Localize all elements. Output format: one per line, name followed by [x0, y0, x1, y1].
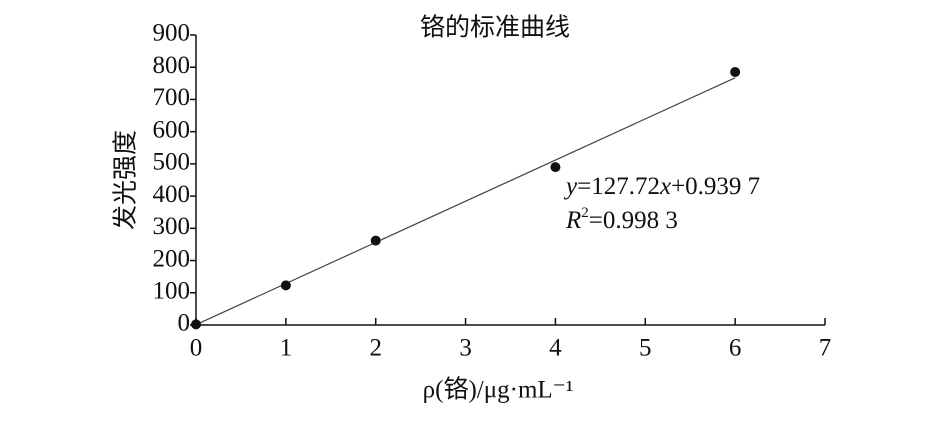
x-tick-label: 5	[639, 335, 652, 362]
y-tick-label: 100	[153, 278, 191, 305]
trend-line	[195, 77, 736, 326]
y-tick-label: 900	[153, 20, 191, 47]
y-tick-label: 300	[153, 213, 191, 240]
x-tick-label: 1	[280, 335, 293, 362]
point	[370, 235, 381, 246]
x-tick-label: 3	[459, 335, 472, 362]
y-tick-label: 800	[153, 52, 191, 79]
x-tick-label: 7	[819, 335, 832, 362]
x-tick-label: 4	[549, 335, 562, 362]
y-tick-label: 400	[153, 181, 191, 208]
r-squared-part: R	[565, 207, 581, 234]
x-axis-label: ρ(铬)/μg·mL⁻¹	[423, 376, 574, 404]
equation-part: =127.72	[577, 173, 660, 200]
y-tick-label: 500	[153, 149, 191, 176]
y-tick-label: 200	[153, 245, 191, 272]
point	[550, 162, 561, 173]
r-squared-part: 2	[581, 205, 589, 221]
x-tick-label: 6	[729, 335, 742, 362]
y-tick-label: 700	[153, 84, 191, 111]
r-squared: R2=0.998 3	[565, 205, 678, 233]
y-tick-label: 0	[178, 310, 191, 337]
y-tick-label: 600	[153, 116, 191, 143]
point	[730, 67, 741, 78]
equation-part: y	[563, 173, 578, 200]
y-axis-label: 发光强度	[112, 130, 140, 230]
equation-part: +0.939 7	[671, 173, 760, 200]
x-tick-label: 0	[190, 335, 203, 362]
equation: y=127.72x+0.939 7	[563, 173, 760, 200]
x-tick-label: 2	[369, 335, 382, 362]
equation-part: x	[659, 173, 671, 200]
chart-title: 铬的标准曲线	[420, 14, 570, 42]
point	[191, 319, 201, 330]
r-squared-part: =0.998 3	[589, 207, 678, 234]
point	[280, 280, 291, 291]
